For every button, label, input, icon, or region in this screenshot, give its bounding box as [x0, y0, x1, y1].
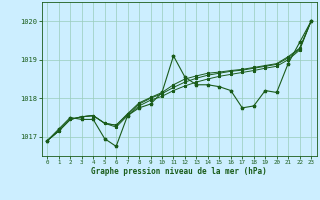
X-axis label: Graphe pression niveau de la mer (hPa): Graphe pression niveau de la mer (hPa)	[91, 167, 267, 176]
